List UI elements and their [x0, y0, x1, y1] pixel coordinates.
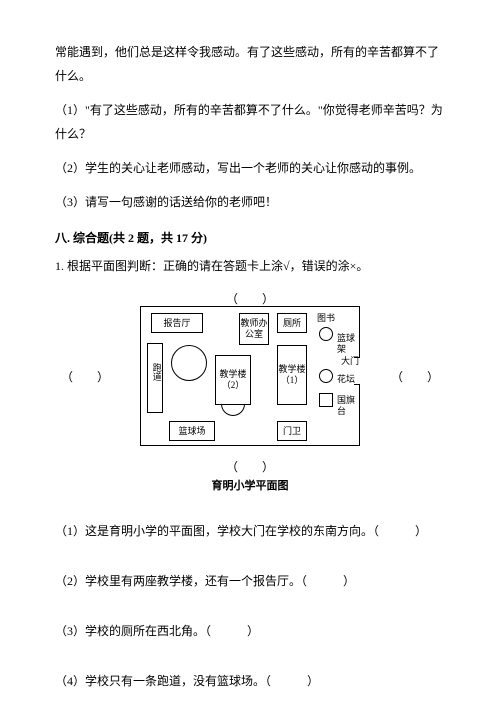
judge-s3: （3）学校的厕所在西北角。（ ）: [55, 619, 445, 643]
label-paodao: 跑道: [151, 363, 162, 381]
room-lanqiuchang: 篮球场: [169, 421, 215, 441]
circle-huatan: [319, 369, 333, 383]
room-baogaoting: 报告厅: [151, 313, 203, 333]
section8-q1-intro: 1. 根据平面图判断：正确的请在答题卡上涂√，错误的涂×。: [55, 254, 445, 278]
paren-top: （ ）: [115, 290, 385, 307]
map-border: 报告厅 教师办公室 厕所 图书 篮球架 大门 花坛 国旗台 跑道: [140, 306, 360, 446]
room-guoqitai: [319, 393, 333, 407]
diagram-caption: 育明小学平面图: [55, 477, 445, 493]
label-lanqiujia: 篮球架: [337, 333, 359, 355]
label-tushi: 图书: [317, 313, 335, 324]
reading-q3: （3）请写一句感谢的话送给你的老师吧！: [55, 190, 445, 214]
label-huatan: 花坛: [337, 374, 355, 385]
judge-s1: （1）这是育明小学的平面图，学校大门在学校的东南方向。（ ）: [55, 519, 445, 543]
reading-q1: （1）"有了这些感动，所有的辛苦都算不了什么。"你觉得老师辛苦吗？为什么？: [55, 98, 445, 146]
section8-title: 八. 综合题(共 2 题，共 17 分): [55, 226, 445, 250]
label-damen: 大门: [341, 356, 359, 367]
intro-line: 常能遇到，他们总是这样令我感动。有了这些感动，所有的辛苦都算不了什么。: [55, 40, 445, 88]
halfcircle-icon: [221, 404, 245, 416]
judge-s2: （2）学校里有两座教学楼，还有一个报告厅。（ ）: [55, 569, 445, 593]
diagram-wrap: （ ） （ ） 报告厅 教师办公室 厕所 图书 篮球架 大门 花坛 国旗台: [55, 294, 445, 459]
room-jxl1: 教学楼（1）: [277, 345, 307, 405]
room-jxl2: 教学楼（2）: [215, 355, 251, 405]
paren-bottom: （ ）: [115, 458, 385, 475]
paren-left: （ ）: [61, 368, 109, 385]
school-diagram: （ ） 报告厅 教师办公室 厕所 图书 篮球架 大门 花坛 国旗台: [115, 294, 385, 459]
room-office: 教师办公室: [239, 313, 269, 345]
circle-big: [171, 345, 207, 381]
circle-tushi: [319, 327, 333, 341]
judge-s4: （4）学校只有一条跑道，没有篮球场。（ ）: [55, 669, 445, 693]
label-guoqitai: 国旗台: [337, 395, 359, 417]
room-menwei: 门卫: [277, 421, 307, 441]
paren-right: （ ）: [391, 368, 439, 385]
reading-q2: （2）学生的关心让老师感动，写出一个老师的关心让你感动的事例。: [55, 156, 445, 180]
room-cesuo: 厕所: [277, 313, 307, 333]
